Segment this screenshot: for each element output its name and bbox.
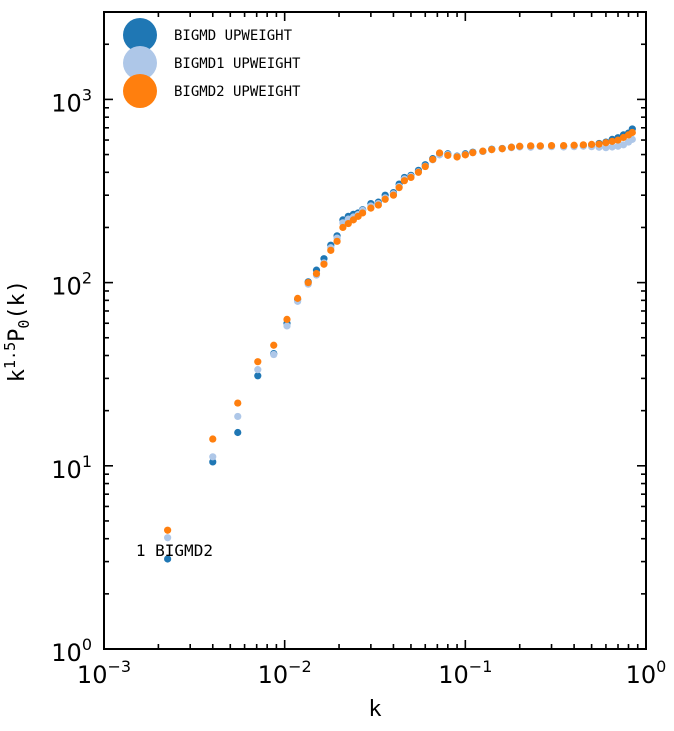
- y-axis-label: k1.5P0(k): [1, 280, 33, 382]
- data-point: [209, 458, 217, 466]
- x-axis-label: k: [368, 697, 381, 722]
- plot-area: [164, 125, 636, 563]
- data-point: [254, 372, 262, 380]
- data-point: [395, 184, 403, 192]
- data-point: [614, 136, 622, 144]
- plot-frame: [103, 11, 647, 650]
- legend-marker: [123, 74, 157, 108]
- y-axis-label-sub: 0: [15, 320, 33, 329]
- data-point: [209, 453, 217, 461]
- data-point: [339, 223, 347, 232]
- y-axis-label-arg: (k): [5, 280, 30, 320]
- data-point: [333, 237, 341, 245]
- x-tick-label: 10−2: [258, 657, 312, 689]
- data-point: [435, 149, 444, 157]
- axis-tick-labels: 10−3 10−2 10−1 100 100 101 102 103: [51, 85, 666, 689]
- data-point: [270, 350, 278, 359]
- y-axis-label-exp: 1.5: [1, 342, 19, 369]
- data-point: [498, 145, 506, 153]
- data-point: [294, 294, 302, 302]
- data-point: [234, 399, 242, 407]
- data-point: [507, 143, 516, 151]
- legend-label: BIGMD UPWEIGHT: [174, 28, 293, 44]
- data-point: [254, 366, 262, 374]
- data-point: [560, 141, 568, 150]
- data-point: [254, 358, 262, 366]
- data-point: [588, 140, 596, 149]
- data-point: [344, 219, 352, 228]
- data-point: [614, 142, 622, 150]
- legend-marker: [123, 46, 157, 80]
- data-point: [536, 142, 544, 150]
- data-point: [469, 149, 477, 157]
- data-point: [312, 269, 321, 278]
- data-point: [407, 173, 415, 182]
- data-point: [608, 143, 616, 151]
- legend-label: BIGMD2 UPWEIGHT: [174, 84, 301, 100]
- data-point: [488, 146, 496, 154]
- data-point: [608, 137, 616, 145]
- y-tick-label: 101: [51, 452, 92, 484]
- data-point: [270, 341, 278, 349]
- legend-label: BIGMD1 UPWEIGHT: [174, 56, 301, 72]
- axis-ticks: [103, 11, 647, 650]
- legend: BIGMD UPWEIGHT BIGMD1 UPWEIGHT BIGMD2 UPWE…: [123, 18, 301, 108]
- annotation-label: 1 BIGMD2: [136, 541, 213, 560]
- data-point: [479, 147, 487, 155]
- legend-marker: [123, 18, 157, 52]
- data-point: [389, 191, 398, 199]
- data-point: [527, 142, 535, 150]
- data-point: [602, 144, 610, 152]
- data-point: [381, 195, 389, 203]
- data-point: [461, 151, 469, 159]
- data-point: [400, 177, 408, 185]
- data-point: [374, 201, 382, 209]
- data-point: [595, 140, 603, 148]
- data-point: [414, 168, 423, 176]
- data-point: [444, 151, 452, 159]
- x-tick-label: 10−3: [77, 657, 131, 689]
- x-tick-label: 10−1: [438, 657, 492, 689]
- data-point: [164, 555, 172, 563]
- data-point: [421, 162, 429, 171]
- data-point: [453, 153, 461, 161]
- data-point: [570, 141, 578, 149]
- data-point: [516, 142, 524, 150]
- data-point: [327, 246, 335, 254]
- data-point: [320, 260, 328, 268]
- y-axis-label-p: P: [5, 329, 30, 342]
- y-tick-label: 102: [51, 269, 92, 301]
- data-point: [304, 279, 312, 287]
- data-point: [283, 315, 291, 323]
- data-point: [234, 412, 242, 421]
- data-point: [164, 526, 172, 534]
- series-3: [164, 128, 636, 534]
- data-point: [628, 128, 636, 137]
- data-point: [429, 155, 437, 164]
- data-point: [164, 534, 172, 542]
- y-axis-label-k: k: [5, 369, 30, 382]
- data-point: [283, 322, 291, 330]
- data-point: [359, 209, 367, 217]
- data-point: [547, 141, 556, 150]
- x-tick-label: 100: [626, 657, 667, 689]
- y-tick-label: 100: [51, 635, 92, 667]
- data-point: [602, 139, 610, 147]
- data-point: [367, 204, 375, 212]
- data-point: [234, 428, 242, 437]
- data-point: [209, 435, 217, 443]
- y-tick-label: 103: [51, 85, 92, 117]
- data-point: [579, 141, 587, 149]
